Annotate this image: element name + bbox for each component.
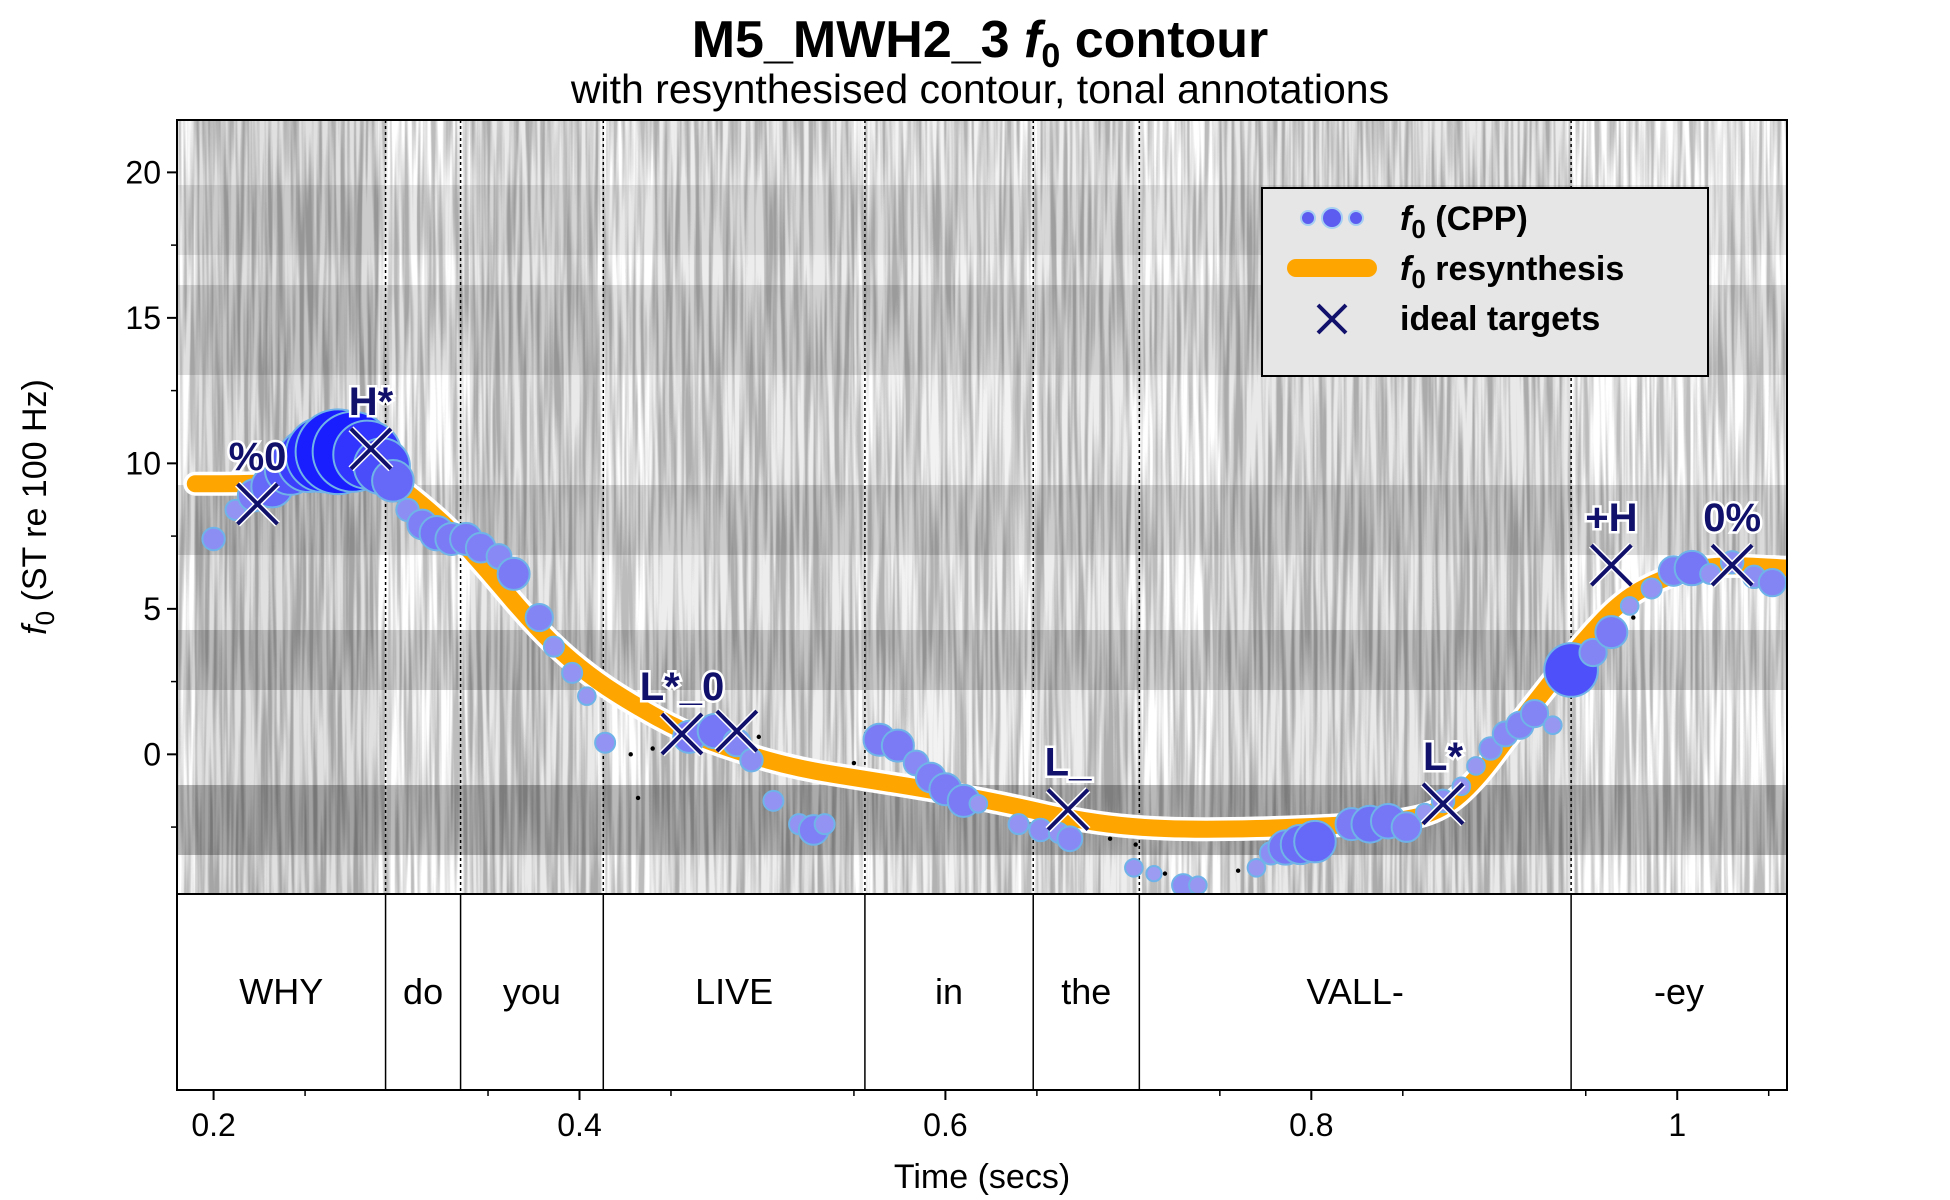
word-label: WHY: [239, 971, 323, 1012]
voicing-dot: [650, 746, 655, 751]
y-tick-label: 5: [143, 591, 161, 627]
x-tick-label: 0.8: [1289, 1107, 1333, 1143]
x-axis: 0.2 0.4 0.6 0.8 1: [177, 1089, 1787, 1143]
tone-label: %0: [229, 435, 287, 479]
tone-label: L*: [1423, 735, 1463, 779]
legend-target-marker: [1316, 303, 1348, 335]
f0-point: [1594, 615, 1629, 650]
f0-point: [1007, 813, 1030, 836]
f0-point: [542, 635, 565, 658]
f0-point: [1124, 858, 1144, 878]
f0-point: [1640, 577, 1663, 600]
f0-point: [1145, 865, 1163, 883]
f0-point: [1246, 858, 1267, 878]
spectrogram-formant-bands: [177, 120, 1787, 894]
x-tick-label: 0.4: [557, 1107, 601, 1143]
voicing-dot: [756, 734, 761, 740]
legend-cpp-marker: [1300, 210, 1316, 226]
tone-label: 0%: [1703, 496, 1761, 540]
f0-point: [1056, 825, 1084, 853]
formant-band: [177, 630, 1787, 690]
target-marker: [1589, 543, 1633, 587]
voiced-region: [195, 120, 379, 894]
spectrogram: [177, 120, 1787, 894]
word-label: the: [1061, 971, 1111, 1012]
voicing-dot: [1107, 836, 1113, 841]
tone-label: H*: [349, 380, 394, 424]
word-label: do: [403, 971, 443, 1012]
f0-point: [496, 556, 531, 591]
f0-point: [577, 686, 597, 706]
x-tick-label: 1: [1668, 1107, 1686, 1143]
f0-point: [813, 813, 836, 836]
tone-label: L*_0: [640, 665, 725, 709]
word-label: -ey: [1654, 971, 1704, 1012]
f0-point: [739, 747, 764, 773]
legend-label-cpp: f0 (CPP): [1400, 200, 1528, 244]
y-tick-label: 15: [125, 300, 161, 336]
f0-point: [201, 526, 226, 552]
y-tick-label: 0: [143, 736, 161, 772]
chart-subtitle: with resynthesised contour, tonal annota…: [570, 66, 1389, 112]
f0-point: [1466, 756, 1486, 776]
f0-point: [594, 731, 617, 754]
y-axis: 0 5 10 15 20: [125, 154, 177, 828]
target-marker: [349, 427, 393, 471]
voicing-dot: [1133, 842, 1138, 847]
legend: f0 (CPP) f0 resynthesis ideal targets: [1261, 187, 1709, 377]
word-label: you: [503, 971, 561, 1012]
f0-point: [371, 459, 415, 503]
f0-point: [1293, 819, 1337, 864]
tone-label: +H: [1585, 496, 1637, 540]
x-tick-label: 0.2: [191, 1107, 235, 1143]
word-label: in: [935, 971, 963, 1012]
y-tick-label: 10: [125, 445, 161, 481]
voicing-dot: [1631, 615, 1636, 620]
voicing-dot: [628, 752, 633, 757]
f0-point: [1578, 637, 1608, 668]
f0-point: [880, 728, 915, 763]
legend-cpp-marker: [1348, 210, 1364, 226]
legend-cpp-marker: [1321, 207, 1343, 229]
x-axis-title: Time (secs): [894, 1158, 1070, 1196]
f0-point: [762, 789, 785, 812]
x-tick-label: 0.6: [923, 1107, 967, 1143]
f0-point: [561, 661, 584, 684]
word-tier: WHY do you LIVE in the VALL- -ey: [176, 893, 1788, 1091]
target-marker: [1710, 543, 1754, 587]
word-label: LIVE: [695, 971, 773, 1012]
f0-point: [1188, 875, 1208, 894]
f0-point: [1390, 811, 1423, 843]
target-marker: [660, 712, 704, 756]
voiced-region: [872, 120, 1019, 894]
f0-point: [1543, 715, 1563, 736]
target-marker: [1046, 788, 1090, 832]
ideal-targets: %0 H* L*_0 L_ L* +H 0%: [226, 377, 1764, 833]
legend-label-targets: ideal targets: [1400, 300, 1600, 338]
voicing-dot: [1162, 871, 1168, 876]
legend-label-resynthesis: f0 resynthesis: [1400, 250, 1624, 294]
word-tier-frame: [176, 893, 1788, 1091]
f0-point: [1757, 568, 1787, 598]
f0-point: [524, 602, 554, 633]
word-label: VALL-: [1307, 971, 1404, 1012]
voicing-dot: [635, 795, 641, 801]
f0-point: [968, 793, 989, 814]
target-marker: [715, 709, 759, 753]
voiced-region: [1036, 120, 1129, 894]
voicing-dot: [851, 760, 857, 766]
f0-point: [1619, 596, 1640, 616]
target-marker: [1421, 782, 1465, 826]
chart-title: M5_MWH2_3 f0 contour: [692, 11, 1269, 75]
y-tick-label: 20: [125, 154, 161, 190]
tone-label: L_: [1045, 741, 1092, 785]
y-axis-title: f0 (ST re 100 Hz): [16, 379, 60, 635]
f0-point: [1519, 698, 1550, 729]
voiced-region: [469, 120, 598, 894]
voicing-dot: [1235, 868, 1241, 873]
target-marker: [236, 482, 279, 526]
